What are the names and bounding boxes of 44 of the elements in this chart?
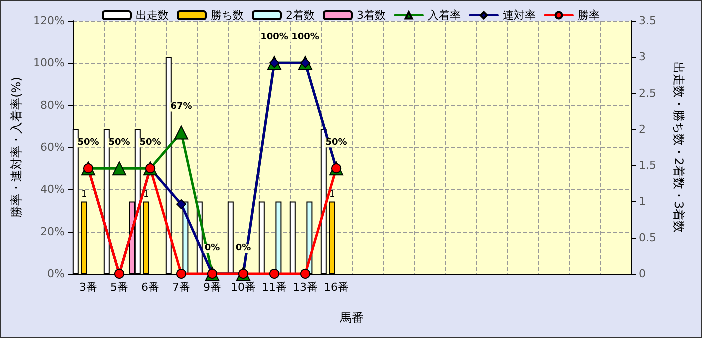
data-label: 100% bbox=[292, 32, 320, 43]
y2-tick-label: 3 bbox=[639, 50, 646, 64]
y-tick-label: 120% bbox=[34, 14, 65, 28]
data-label: 0% bbox=[236, 244, 252, 254]
y2-tick-label: 3.5 bbox=[639, 14, 656, 28]
y-tick-label: 60% bbox=[40, 141, 65, 154]
y-tick-label: 100% bbox=[34, 56, 65, 70]
y-axis-title: 勝率・連対率・入着率(%) bbox=[10, 77, 24, 218]
x-axis-title: 馬番 bbox=[339, 311, 364, 325]
y-tick-label: 20% bbox=[40, 225, 65, 238]
x-tick-label: 10番 bbox=[231, 281, 256, 294]
data-label: 50% bbox=[326, 138, 348, 148]
x-tick-label: 5番 bbox=[110, 281, 128, 294]
data-label: 0% bbox=[204, 244, 220, 254]
x-tick-label: 13番 bbox=[293, 281, 318, 294]
x-tick-label: 3番 bbox=[80, 281, 98, 294]
data-label: 100% bbox=[260, 32, 288, 43]
legend-label: 連対率 bbox=[503, 9, 536, 22]
legend-label: 2着数 bbox=[286, 9, 315, 22]
data-label: 50% bbox=[78, 138, 100, 148]
y2-axis-title: 出走数・勝ち数・2着数・3着数 bbox=[672, 62, 686, 234]
y2-tick-label: 2 bbox=[639, 122, 646, 136]
x-tick-label: 11番 bbox=[262, 281, 287, 294]
data-label: 67% bbox=[170, 102, 192, 112]
y2-tick-label: 0 bbox=[639, 268, 646, 280]
y-tick-label: 0% bbox=[48, 268, 65, 280]
y-tick-label: 40% bbox=[40, 183, 65, 196]
legend-label: 入着率 bbox=[428, 9, 461, 22]
y2-tick-label: 2.5 bbox=[639, 86, 656, 100]
legend-label: 勝率 bbox=[578, 9, 600, 22]
y-tick-label: 80% bbox=[40, 98, 65, 112]
x-tick-label: 9番 bbox=[204, 281, 222, 294]
y2-tick-label: 1 bbox=[639, 195, 646, 208]
data-label: 50% bbox=[140, 138, 162, 148]
x-tick-label: 16番 bbox=[324, 281, 349, 294]
x-tick-label: 7番 bbox=[172, 281, 190, 294]
legend-label: 3着数 bbox=[357, 9, 386, 22]
legend-label: 出走数 bbox=[136, 9, 169, 22]
x-tick-label: 6番 bbox=[142, 281, 160, 294]
legend-label: 勝ち数 bbox=[211, 9, 244, 22]
data-label: 1 bbox=[81, 190, 88, 200]
data-label: 50% bbox=[108, 138, 130, 148]
y2-tick-label: 0.5 bbox=[639, 231, 656, 244]
y2-tick-label: 1.5 bbox=[639, 159, 656, 172]
